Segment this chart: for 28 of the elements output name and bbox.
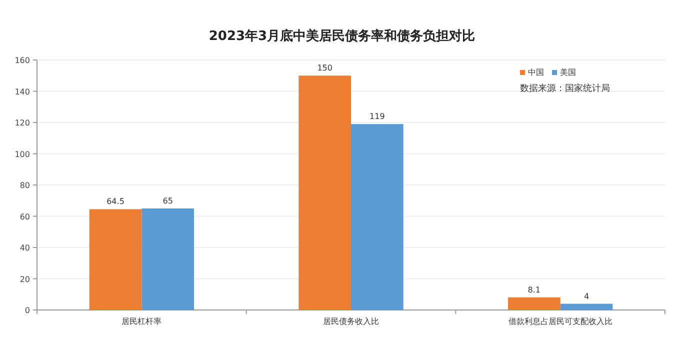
y-tick-label: 120	[14, 118, 30, 128]
y-tick-label: 20	[20, 274, 30, 284]
chart-title: 2023年3月底中美居民债务率和债务负担对比	[208, 28, 476, 44]
legend-label: 中国	[528, 68, 544, 77]
y-tick-label: 140	[14, 87, 30, 96]
bar	[560, 304, 613, 310]
x-tick-label: 居民杠杆率	[122, 317, 162, 326]
x-tick-label: 借款利息占居民可支配收入比	[508, 317, 612, 326]
data-label: 64.5	[106, 197, 124, 206]
y-tick-label: 80	[20, 181, 30, 190]
y-tick-label: 40	[20, 244, 30, 252]
y-tick-label: 100	[14, 150, 30, 159]
bar	[142, 208, 194, 310]
legend-label: 美国	[560, 68, 576, 77]
annotation: 数据来源：国家统计局	[520, 83, 610, 94]
data-label: 65	[162, 196, 173, 206]
data-label: 8.1	[528, 285, 541, 294]
bar	[351, 124, 404, 310]
data-label: 4	[584, 292, 590, 301]
y-tick-label: 160	[14, 56, 30, 65]
bar	[298, 76, 351, 310]
bar	[89, 209, 142, 310]
data-label: 150	[317, 64, 332, 73]
bar	[508, 297, 560, 310]
y-tick-label: 60	[20, 212, 30, 222]
data-label: 119	[370, 112, 385, 122]
y-tick-label: 0	[24, 306, 30, 315]
x-tick-label: 居民债务收入比	[323, 317, 379, 326]
